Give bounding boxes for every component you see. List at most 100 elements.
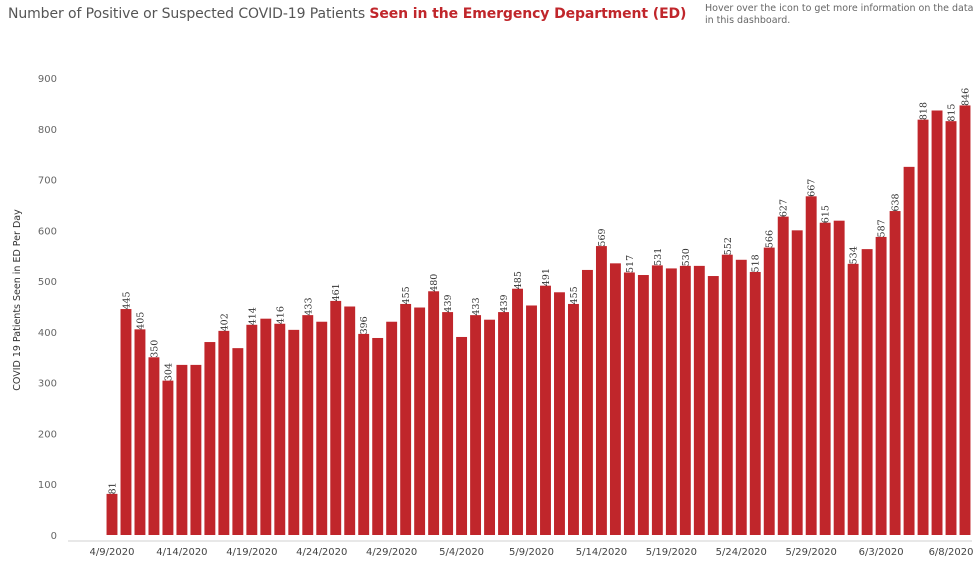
bar bbox=[931, 110, 943, 536]
bar bbox=[400, 303, 412, 535]
data-label: 304 bbox=[163, 363, 174, 381]
data-label: 615 bbox=[821, 205, 832, 223]
bar bbox=[302, 315, 314, 535]
chart-title-plain: Number of Positive or Suspected COVID-19… bbox=[8, 6, 370, 22]
bar bbox=[763, 247, 775, 535]
data-label: 530 bbox=[681, 248, 692, 266]
bar bbox=[148, 357, 160, 535]
data-label: 638 bbox=[891, 193, 902, 211]
bar bbox=[372, 337, 384, 535]
x-tick-label: 5/9/2020 bbox=[509, 547, 554, 558]
x-tick-label: 4/24/2020 bbox=[296, 547, 347, 558]
x-axis-ticks: 4/9/2020 4/14/2020 4/19/2020 4/24/2020 4/29/… bbox=[90, 547, 974, 558]
bar bbox=[707, 276, 719, 535]
x-tick-label: 6/3/2020 bbox=[859, 547, 904, 558]
bar bbox=[260, 318, 272, 535]
bar bbox=[442, 312, 454, 535]
y-tick-label: 600 bbox=[38, 226, 57, 237]
bar bbox=[875, 236, 887, 535]
x-tick-label: 4/9/2020 bbox=[90, 547, 135, 558]
bar bbox=[484, 319, 496, 535]
y-axis-ticks: 0 100 200 300 400 500 600 700 800 900 bbox=[38, 74, 57, 542]
bar bbox=[791, 230, 803, 536]
bar bbox=[428, 291, 440, 535]
bar bbox=[470, 315, 482, 535]
bar bbox=[721, 254, 733, 535]
data-label: 455 bbox=[569, 286, 580, 304]
x-tick-label: 4/14/2020 bbox=[156, 547, 207, 558]
data-label: 439 bbox=[443, 294, 454, 312]
y-tick-label: 300 bbox=[38, 379, 57, 390]
bar bbox=[120, 309, 132, 535]
bar bbox=[637, 275, 649, 535]
bar bbox=[847, 263, 859, 535]
x-tick-label: 5/4/2020 bbox=[439, 547, 484, 558]
bar bbox=[232, 348, 244, 535]
data-label: 552 bbox=[723, 237, 734, 255]
bar bbox=[204, 342, 216, 535]
bar bbox=[623, 272, 635, 535]
bar bbox=[512, 288, 523, 535]
x-tick-label: 5/29/2020 bbox=[786, 547, 837, 558]
data-label: 461 bbox=[331, 283, 342, 301]
bar bbox=[945, 121, 957, 536]
data-label: 569 bbox=[597, 228, 608, 246]
data-label: 433 bbox=[471, 297, 482, 315]
bars bbox=[106, 105, 971, 536]
y-tick-label: 700 bbox=[38, 176, 57, 187]
y-tick-label: 100 bbox=[38, 480, 57, 491]
bar bbox=[526, 305, 537, 535]
bar bbox=[386, 321, 398, 535]
bar bbox=[651, 265, 663, 535]
bar bbox=[665, 268, 677, 535]
data-label: 587 bbox=[877, 219, 888, 237]
data-label: 518 bbox=[751, 254, 762, 272]
data-label: 517 bbox=[625, 255, 636, 273]
bar bbox=[581, 269, 593, 535]
data-label: 445 bbox=[121, 291, 132, 309]
data-label: 667 bbox=[807, 179, 818, 197]
data-label: 350 bbox=[149, 340, 160, 358]
data-label: 455 bbox=[401, 286, 412, 304]
bar bbox=[554, 292, 565, 535]
chart-title: Number of Positive or Suspected COVID-19… bbox=[8, 6, 686, 22]
bar bbox=[568, 303, 579, 535]
bar bbox=[903, 166, 915, 535]
data-label: 439 bbox=[499, 294, 510, 312]
bar bbox=[861, 249, 873, 536]
data-label: 818 bbox=[919, 102, 930, 120]
bar bbox=[693, 265, 705, 535]
y-tick-label: 800 bbox=[38, 125, 57, 136]
bar bbox=[917, 119, 929, 535]
bar bbox=[274, 323, 286, 535]
data-label: 416 bbox=[275, 306, 286, 324]
y-tick-label: 200 bbox=[38, 429, 57, 440]
bar bbox=[134, 329, 146, 535]
bar bbox=[735, 259, 747, 535]
bar bbox=[190, 364, 202, 535]
data-label: 402 bbox=[219, 313, 230, 331]
data-label: 396 bbox=[359, 316, 370, 334]
bar bbox=[218, 330, 230, 535]
bar bbox=[330, 300, 342, 535]
data-label: 414 bbox=[247, 307, 258, 325]
x-tick-label: 5/14/2020 bbox=[576, 547, 627, 558]
y-tick-label: 500 bbox=[38, 277, 57, 288]
bar bbox=[777, 216, 789, 535]
data-label: 81 bbox=[107, 482, 118, 494]
bar bbox=[162, 380, 174, 535]
data-label: 433 bbox=[303, 297, 314, 315]
chart-title-accent: Seen in the Emergency Department (ED) bbox=[369, 6, 687, 22]
y-tick-label: 0 bbox=[51, 531, 57, 542]
bar bbox=[358, 333, 370, 535]
x-tick-label: 5/19/2020 bbox=[646, 547, 697, 558]
x-tick-label: 5/24/2020 bbox=[716, 547, 767, 558]
data-label: 846 bbox=[961, 88, 972, 106]
bar bbox=[833, 220, 845, 536]
bar bbox=[609, 263, 621, 535]
bar bbox=[749, 271, 761, 535]
bar bbox=[805, 196, 817, 535]
bar bbox=[344, 306, 356, 535]
bar bbox=[540, 285, 551, 535]
